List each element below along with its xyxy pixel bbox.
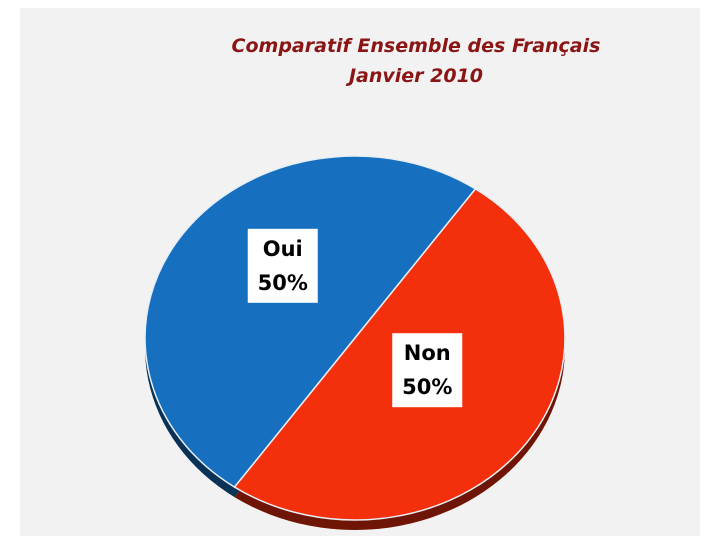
slice-label: Non	[404, 341, 451, 365]
chart-subtitle: Janvier 2010	[345, 65, 483, 87]
slice-label: Oui	[263, 237, 303, 261]
value-label: 50%	[258, 271, 308, 295]
slice	[144, 155, 477, 489]
value-label: 50%	[402, 375, 452, 399]
label-box	[392, 333, 463, 408]
label-box	[247, 228, 318, 303]
pie: Oui 50% Non 50%	[144, 155, 566, 530]
chart-title: Comparatif Ensemble des Français	[232, 35, 601, 57]
